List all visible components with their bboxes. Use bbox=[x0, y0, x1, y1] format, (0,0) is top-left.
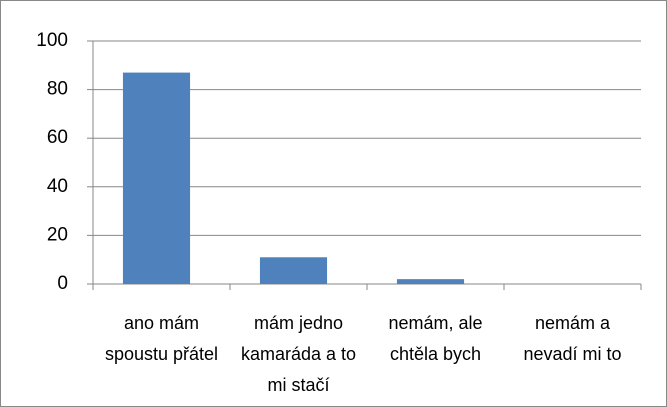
x-tick-label: ano mám spoustu přátel bbox=[104, 313, 219, 364]
x-tick-label: nemám a nevadí mi to bbox=[523, 313, 622, 364]
x-tick-label: mám jedno kamaráda a to mi stačí bbox=[240, 313, 357, 395]
bar bbox=[396, 279, 465, 284]
bar bbox=[122, 72, 191, 284]
y-tick-label: 20 bbox=[47, 224, 68, 245]
y-tick-label: 100 bbox=[36, 30, 68, 51]
bar bbox=[259, 257, 328, 284]
y-tick-label: 80 bbox=[47, 79, 68, 100]
y-tick-label: 60 bbox=[47, 127, 68, 148]
x-tick-label: nemám, ale chtěla bych bbox=[388, 313, 483, 364]
y-tick-label: 40 bbox=[47, 176, 68, 197]
y-tick-label: 0 bbox=[57, 273, 68, 294]
